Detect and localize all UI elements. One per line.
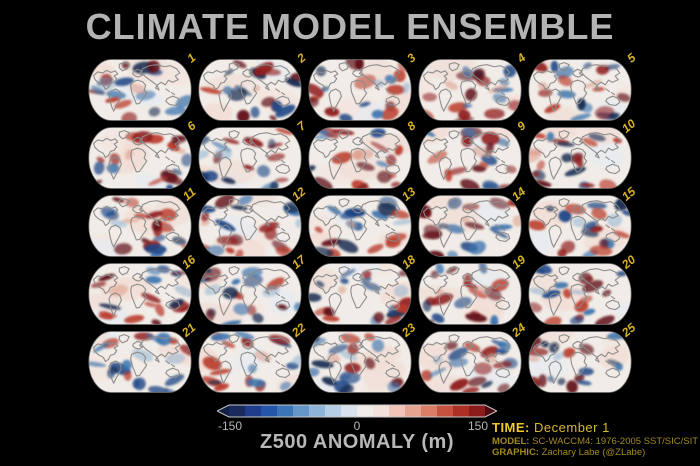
ensemble-map-panel: 5 xyxy=(528,50,639,121)
colorbar-tick-max: 150 xyxy=(467,419,489,433)
anomaly-map xyxy=(528,195,632,257)
ensemble-map-panel: 19 xyxy=(418,252,528,325)
ensemble-map-panel: 8 xyxy=(308,118,419,189)
anomaly-map xyxy=(198,127,302,189)
ensemble-map-panel: 22 xyxy=(198,320,308,393)
anomaly-map xyxy=(88,59,192,121)
ensemble-map-panel: 1 xyxy=(88,50,199,121)
anomaly-map xyxy=(308,195,412,257)
anomaly-map xyxy=(88,263,192,325)
anomaly-colorbar xyxy=(217,404,497,418)
anomaly-map xyxy=(198,59,302,121)
colorbar-tick-min: -150 xyxy=(217,419,243,433)
graphic-value: Zachary Labe (@ZLabe) xyxy=(541,446,646,458)
ensemble-map-panel: 23 xyxy=(308,320,418,393)
graphic-line: GRAPHIC: Zachary Labe (@ZLabe) xyxy=(492,447,700,458)
ensemble-map-panel: 21 xyxy=(88,320,198,393)
anomaly-map xyxy=(528,127,632,189)
anomaly-map xyxy=(418,127,522,189)
anomaly-map xyxy=(308,127,412,189)
ensemble-map-panel: 25 xyxy=(528,320,638,393)
ensemble-map-panel: 12 xyxy=(198,184,308,257)
ensemble-map-panel: 24 xyxy=(418,320,528,393)
ensemble-map-panel: 7 xyxy=(198,118,309,189)
ensemble-map-panel: 18 xyxy=(308,252,418,325)
anomaly-map xyxy=(308,59,412,121)
anomaly-map xyxy=(528,263,632,325)
anomaly-map xyxy=(88,127,192,189)
ensemble-map-panel: 20 xyxy=(528,252,638,325)
page-title: CLIMATE MODEL ENSEMBLE xyxy=(85,6,615,47)
ensemble-map-panel: 9 xyxy=(418,118,529,189)
ensemble-map-panel: 14 xyxy=(418,184,528,257)
anomaly-map xyxy=(308,263,412,325)
ensemble-map-panel: 17 xyxy=(198,252,308,325)
anomaly-map xyxy=(198,195,302,257)
anomaly-map xyxy=(198,263,302,325)
ensemble-map-panel: 2 xyxy=(198,50,309,121)
ensemble-map-panel: 3 xyxy=(308,50,419,121)
ensemble-map-panel: 11 xyxy=(88,185,198,257)
model-label: MODEL: xyxy=(492,435,530,447)
model-value: SC-WACCM4: 1976-2005 SST/SIC/SIT xyxy=(532,435,699,447)
model-line: MODEL: SC-WACCM4: 1976-2005 SST/SIC/SIT xyxy=(492,436,700,447)
ensemble-map-panel: 13 xyxy=(308,184,418,257)
time-label: TIME: xyxy=(492,420,530,435)
ensemble-map-grid: 1 2 3 4 5 6 7 8 9 10 11 12 13 14 15 16 17 18 19 20 21 22 23 24 2… xyxy=(88,50,639,393)
graphic-label: GRAPHIC: xyxy=(492,446,539,458)
ensemble-map-panel: 4 xyxy=(418,50,529,121)
anomaly-map xyxy=(528,331,632,393)
anomaly-map xyxy=(198,331,302,393)
anomaly-map xyxy=(418,195,522,257)
figure-metadata: TIME: December 1 MODEL: SC-WACCM4: 1976-… xyxy=(492,420,700,458)
ensemble-map-panel: 16 xyxy=(88,252,198,325)
anomaly-map xyxy=(418,263,522,325)
colorbar-tick-zero: 0 xyxy=(353,419,361,433)
anomaly-map xyxy=(528,59,632,121)
anomaly-map xyxy=(88,331,192,393)
colorbar-title: Z500 ANOMALY (m) xyxy=(260,431,454,453)
time-value: December 1 xyxy=(534,420,610,435)
anomaly-map xyxy=(308,331,412,393)
ensemble-map-panel: 10 xyxy=(528,116,638,189)
time-line: TIME: December 1 xyxy=(492,420,700,436)
ensemble-map-panel: 6 xyxy=(88,118,199,189)
ensemble-map-panel: 15 xyxy=(528,184,638,257)
anomaly-map xyxy=(418,331,522,393)
anomaly-map xyxy=(418,59,522,121)
anomaly-map xyxy=(88,195,192,257)
